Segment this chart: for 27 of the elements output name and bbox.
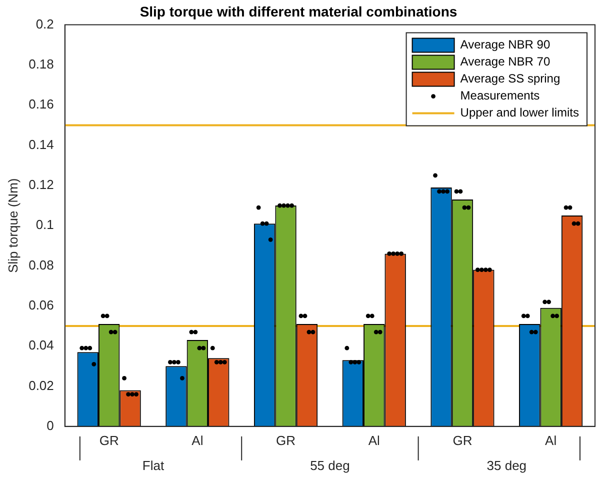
chart-title: Slip torque with different material combinations [140, 3, 458, 20]
y-tick-label: 0.2 [36, 16, 54, 32]
y-tick-label: 0.06 [28, 298, 54, 312]
text: 35 deg [486, 458, 527, 473]
legend-label: Average SS spring [460, 72, 560, 86]
legend-label: Measurements [460, 88, 540, 103]
y-tick-label: 0.04 [28, 338, 54, 353]
y-tick-label: 0.14 [28, 136, 54, 152]
y-tick-label: 0.02 [28, 378, 54, 393]
y-tick-label: 0.12 [28, 177, 54, 192]
x-tick-label: Al [368, 432, 380, 448]
x-tick-label: Al [545, 432, 557, 448]
y-tick-label: 0.1 [36, 217, 54, 232]
text: Flat [142, 458, 164, 473]
x-tick-label: GR [99, 432, 119, 448]
y-axis-title: Slip torque (Nm) [5, 178, 20, 273]
legend-label: Average NBR 70 [460, 54, 550, 69]
y-tick-label: 0.18 [28, 56, 54, 72]
x-tick-label: Al [192, 432, 204, 448]
y-tick-label: 0.16 [28, 96, 54, 112]
text: 55 deg [310, 458, 350, 473]
legend-label: Average NBR 90 [460, 38, 550, 52]
legend-label: Upper and lower limits [460, 106, 580, 120]
y-tick-label: 0.08 [28, 257, 54, 272]
y-tick-label: 0 [46, 418, 54, 433]
x-tick-label: GR [452, 432, 472, 448]
x-tick-label: GR [276, 432, 296, 448]
